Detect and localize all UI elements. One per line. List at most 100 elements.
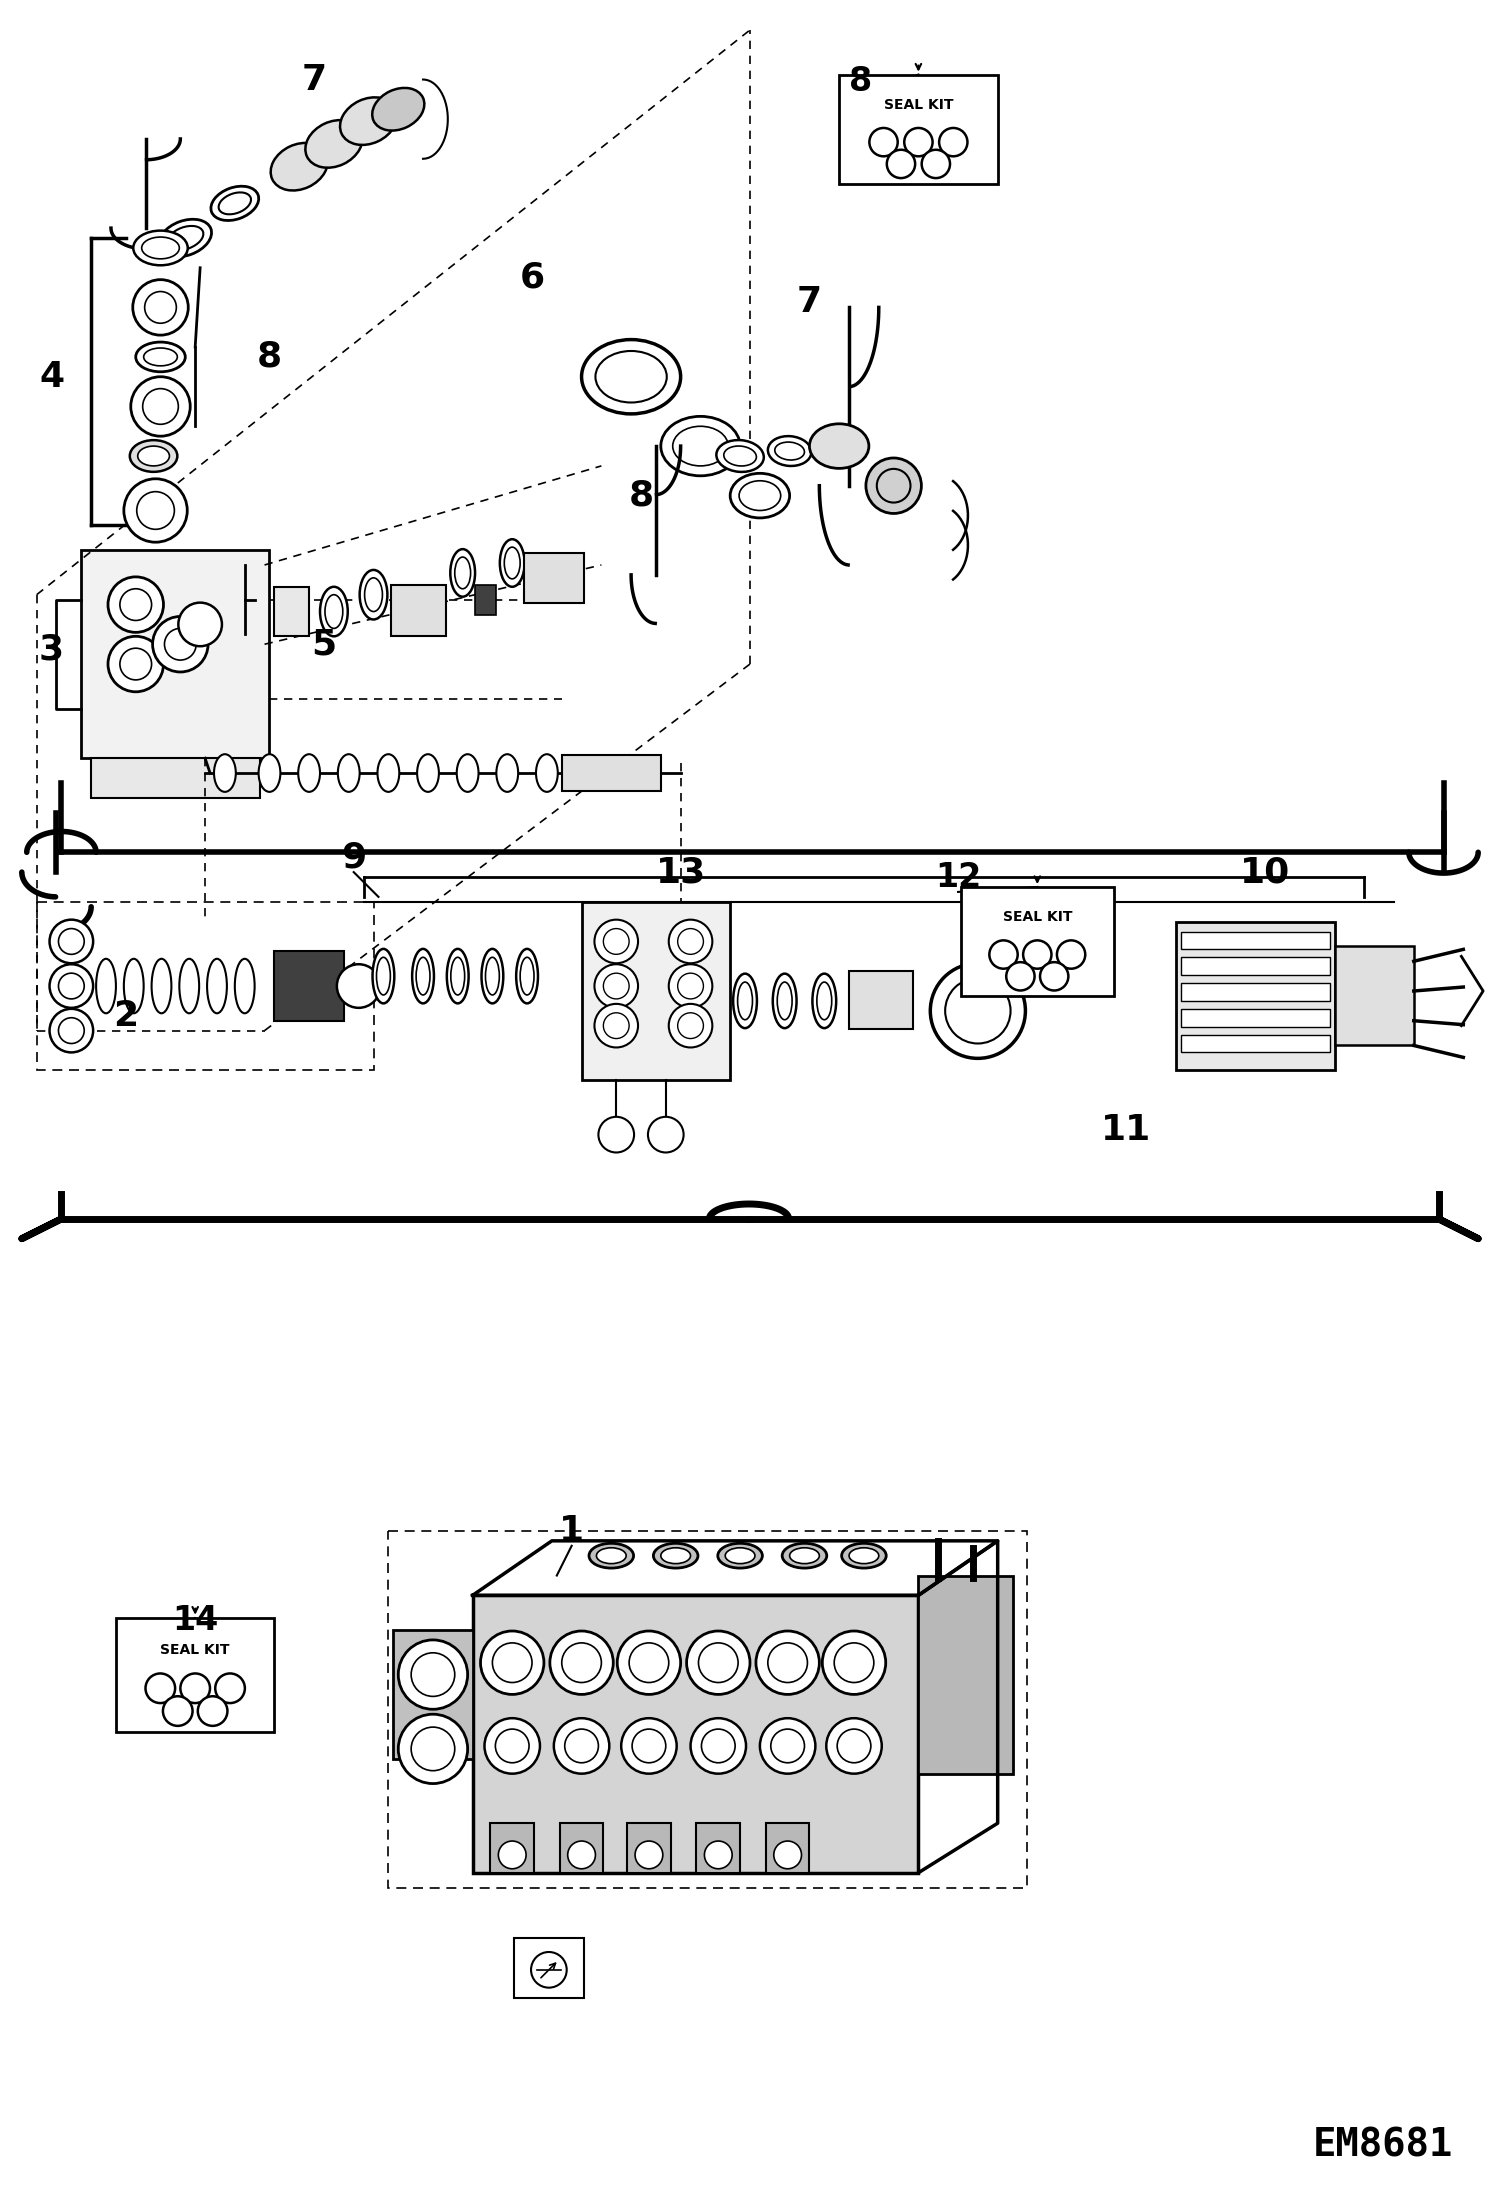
Circle shape xyxy=(827,1718,882,1773)
Circle shape xyxy=(133,279,189,336)
Text: 12: 12 xyxy=(935,860,981,893)
Circle shape xyxy=(163,1696,193,1727)
Ellipse shape xyxy=(673,426,728,465)
Circle shape xyxy=(698,1643,739,1683)
Ellipse shape xyxy=(360,570,388,619)
Circle shape xyxy=(822,1630,885,1694)
Ellipse shape xyxy=(159,219,211,257)
Circle shape xyxy=(496,1729,529,1762)
Circle shape xyxy=(568,1841,595,1869)
Ellipse shape xyxy=(816,983,831,1020)
Bar xyxy=(388,1531,1028,1887)
Circle shape xyxy=(410,1727,455,1771)
Circle shape xyxy=(887,149,915,178)
Bar xyxy=(765,1823,809,1874)
Ellipse shape xyxy=(730,474,789,518)
Bar xyxy=(1180,957,1330,974)
Ellipse shape xyxy=(768,437,812,465)
Circle shape xyxy=(617,1630,680,1694)
Ellipse shape xyxy=(130,441,177,472)
Circle shape xyxy=(565,1729,598,1762)
Ellipse shape xyxy=(136,342,186,371)
Bar xyxy=(91,759,259,799)
Ellipse shape xyxy=(271,143,328,191)
Circle shape xyxy=(768,1643,807,1683)
Ellipse shape xyxy=(373,948,394,1003)
Bar xyxy=(839,75,998,184)
Circle shape xyxy=(398,1714,467,1784)
Ellipse shape xyxy=(485,957,499,994)
Bar xyxy=(1176,921,1335,1071)
Text: 3: 3 xyxy=(39,632,64,667)
Ellipse shape xyxy=(124,959,144,1014)
Circle shape xyxy=(1058,941,1085,970)
Ellipse shape xyxy=(716,441,764,472)
Circle shape xyxy=(530,1953,566,1988)
Ellipse shape xyxy=(733,974,756,1029)
Circle shape xyxy=(145,1674,175,1703)
Ellipse shape xyxy=(451,957,464,994)
Circle shape xyxy=(834,1643,873,1683)
Bar xyxy=(36,902,373,1071)
Circle shape xyxy=(554,1718,610,1773)
Ellipse shape xyxy=(536,755,557,792)
Circle shape xyxy=(337,963,380,1007)
Text: 10: 10 xyxy=(1240,856,1290,889)
Circle shape xyxy=(499,1841,526,1869)
Ellipse shape xyxy=(500,540,524,586)
Bar xyxy=(274,586,309,636)
Ellipse shape xyxy=(718,1542,762,1569)
Bar xyxy=(1180,1009,1330,1027)
Circle shape xyxy=(635,1841,662,1869)
Circle shape xyxy=(1007,963,1035,989)
Ellipse shape xyxy=(596,1547,626,1564)
Circle shape xyxy=(629,1643,668,1683)
Ellipse shape xyxy=(773,974,797,1029)
Ellipse shape xyxy=(661,417,740,476)
Ellipse shape xyxy=(653,1542,698,1569)
Circle shape xyxy=(701,1729,736,1762)
Text: 1: 1 xyxy=(559,1514,584,1549)
Ellipse shape xyxy=(809,423,869,467)
Circle shape xyxy=(691,1718,746,1773)
Ellipse shape xyxy=(517,948,538,1003)
Ellipse shape xyxy=(219,193,252,215)
Circle shape xyxy=(595,919,638,963)
Bar xyxy=(514,1937,584,1997)
Ellipse shape xyxy=(446,948,469,1003)
Circle shape xyxy=(756,1630,819,1694)
Ellipse shape xyxy=(455,557,470,588)
Ellipse shape xyxy=(737,983,752,1020)
Circle shape xyxy=(632,1729,665,1762)
Circle shape xyxy=(58,928,84,954)
Text: 8: 8 xyxy=(258,340,282,373)
Circle shape xyxy=(124,478,187,542)
Circle shape xyxy=(677,974,704,998)
Ellipse shape xyxy=(168,226,204,250)
Circle shape xyxy=(686,1630,750,1694)
Bar xyxy=(1180,1036,1330,1053)
Circle shape xyxy=(668,963,713,1007)
Circle shape xyxy=(939,127,968,156)
Circle shape xyxy=(677,1014,704,1038)
Bar xyxy=(562,755,661,790)
Ellipse shape xyxy=(520,957,533,994)
Text: 14: 14 xyxy=(172,1604,219,1637)
Bar xyxy=(628,1823,671,1874)
Bar xyxy=(475,586,496,614)
Ellipse shape xyxy=(133,230,187,265)
Circle shape xyxy=(771,1729,804,1762)
Ellipse shape xyxy=(595,351,667,402)
Text: 13: 13 xyxy=(656,856,706,889)
Ellipse shape xyxy=(782,1542,827,1569)
Circle shape xyxy=(945,979,1011,1044)
Ellipse shape xyxy=(235,959,255,1014)
Circle shape xyxy=(774,1841,801,1869)
Circle shape xyxy=(178,603,222,647)
Circle shape xyxy=(58,974,84,998)
Circle shape xyxy=(145,292,177,323)
Ellipse shape xyxy=(364,577,382,612)
Text: 7: 7 xyxy=(301,61,327,97)
Text: 8: 8 xyxy=(849,66,872,99)
Bar xyxy=(918,1575,1013,1773)
